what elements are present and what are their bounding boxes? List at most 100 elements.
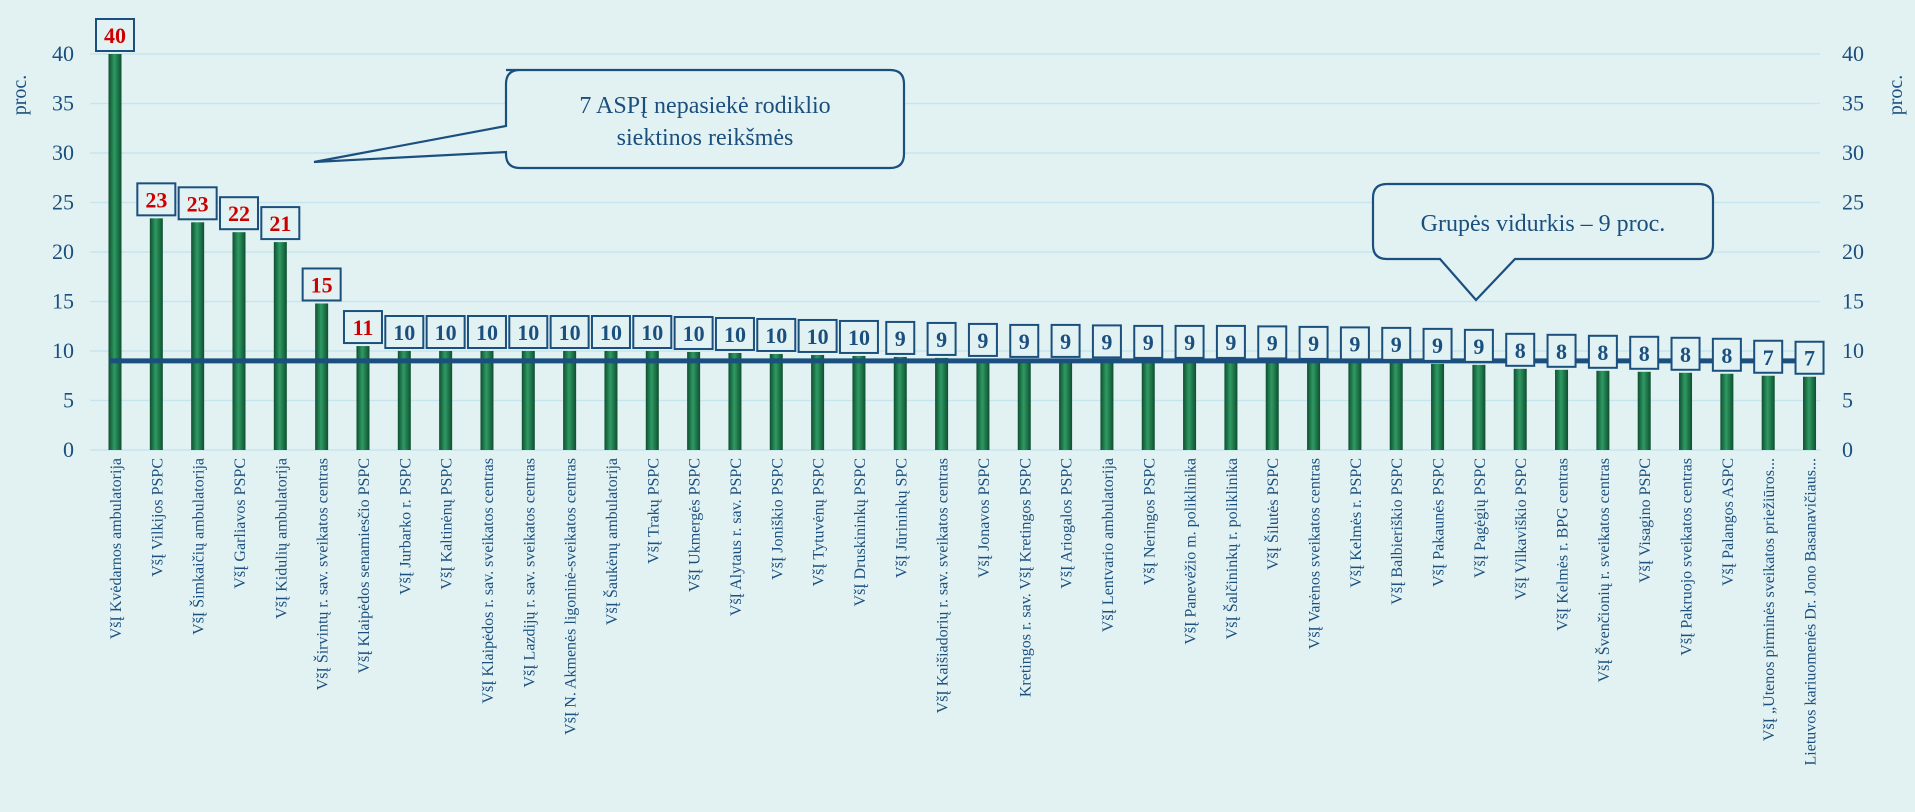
x-tick-label: VšĮ Panevėžio m. poliklinika [1183,458,1200,645]
data-label: 10 [848,325,870,350]
y-tick-label-left: 15 [52,289,74,314]
bar [191,222,205,450]
data-label-box [1133,324,1164,359]
bar [935,357,949,450]
bar [1596,370,1610,450]
x-tick-label: VšĮ Druskininkų PSPC [852,458,869,606]
data-label-box [1422,327,1453,362]
x-tick-label: VšĮ Šimkaičių ambulatorija [189,458,208,635]
y-tick-label-left: 5 [63,388,74,413]
bar [1472,364,1486,450]
data-label-box [1670,336,1701,371]
y-tick-label-right: 20 [1842,239,1864,264]
x-tick-label: VšĮ Jonavos PSPC [976,458,993,578]
y-tick-label-left: 30 [52,140,74,165]
data-label-box [301,267,342,302]
x-tick-label: VšĮ Vilkaviškio PSPC [1513,458,1530,600]
data-label: 10 [435,320,457,345]
x-tick-label: VšĮ Balbieriškio PSPC [1389,458,1406,605]
bar [232,232,246,450]
y-tick-label-right: 25 [1842,190,1864,215]
data-label: 8 [1556,339,1567,364]
data-label-box [466,315,507,349]
x-tick-label: VšĮ Lazdijų r. sav. sveikatos centras [521,458,538,688]
y-axis-left: 0 5 10 15 20 25 30 35 40 [52,41,74,462]
data-label: 21 [269,211,291,236]
data-label: 9 [1143,330,1154,355]
x-axis-labels: VšĮ Kvėdarnos ambulatorija VšĮ Vilkijos P… [108,458,1820,766]
data-label: 9 [1225,330,1236,355]
x-tick-label: VšĮ Ukmergės PSPC [687,458,704,592]
bars [108,54,1817,450]
bar [397,351,411,450]
bar [1348,362,1362,450]
data-label: 9 [1060,329,1071,354]
data-label-box [1711,337,1742,372]
bar [769,353,783,450]
y-tick-label-right: 40 [1842,41,1864,66]
bar [273,242,287,450]
bar [480,351,494,450]
data-label-box [714,316,755,351]
data-label: 9 [977,328,988,353]
bar [1431,363,1445,450]
data-label: 10 [765,323,787,348]
data-label: 10 [476,320,498,345]
x-tick-label: VšĮ Kidulių ambulatorija [273,458,290,619]
x-tick-label: VšĮ Ariogalos PSPC [1059,458,1076,589]
data-label: 8 [1515,338,1526,363]
data-label: 40 [104,23,126,48]
bar [1017,359,1031,450]
y-axis-right: 0 5 10 15 20 25 30 35 40 [1842,41,1864,462]
x-tick-label: VšĮ Palangos ASPC [1720,458,1737,586]
data-label: 9 [1308,331,1319,356]
x-tick-label: VšĮ Joniškio PSPC [769,458,786,580]
bar [1637,371,1651,450]
x-tick-label: VšĮ Kvėdarnos ambulatorija [108,458,125,639]
bar [1803,376,1817,450]
x-tick-label: VšĮ Šilutės PSPC [1263,458,1282,570]
data-label-box [967,322,998,357]
bar [728,352,742,450]
data-label-box [384,315,425,349]
x-tick-label: VšĮ Šalčininkų r. poliklinika [1222,458,1241,639]
data-label-box [838,319,879,354]
data-label-box [1257,325,1288,360]
bar [1389,362,1403,450]
data-label: 7 [1763,345,1774,370]
y-axis-label-left: proc. [9,75,31,116]
data-label: 15 [311,272,333,297]
data-label: 22 [228,201,250,226]
data-label-box [632,315,673,349]
callout-not-reached: 7 ASPĮ nepasiekė rodiklio siektinos reik… [313,68,906,170]
data-label: 9 [895,326,906,351]
data-label: 8 [1721,343,1732,368]
data-label: 10 [559,320,581,345]
x-tick-label: VšĮ Varėnos sveikatos centras [1307,458,1324,649]
data-label: 9 [936,327,947,352]
data-label: 10 [600,320,622,345]
y-tick-label-left: 25 [52,190,74,215]
callout-not-reached-line-1: 7 ASPĮ nepasiekė rodiklio [579,93,830,119]
data-label-box [1381,326,1412,361]
data-label-box [756,317,797,352]
bar [315,303,329,450]
x-tick-label: VšĮ Pakaunės PSPC [1431,458,1448,587]
bar [893,356,907,450]
x-tick-label: VšĮ Jūrininkų SPC [893,458,910,578]
bar [604,351,618,450]
data-label-box [1298,325,1329,360]
bar [1059,359,1073,450]
data-label-box [1753,339,1784,374]
x-tick-label: VšĮ Pagėgių PSPC [1472,458,1489,578]
data-label: 9 [1473,334,1484,359]
data-label-box [1794,340,1825,375]
bar [645,351,659,450]
data-label: 10 [724,322,746,347]
y-tick-label-right: 35 [1842,91,1864,116]
data-label-box [1091,324,1122,359]
data-label-box [1629,335,1660,370]
x-tick-label: VšĮ Klaipėdos r. sav. sveikatos centras [480,458,497,704]
bar [976,358,990,450]
